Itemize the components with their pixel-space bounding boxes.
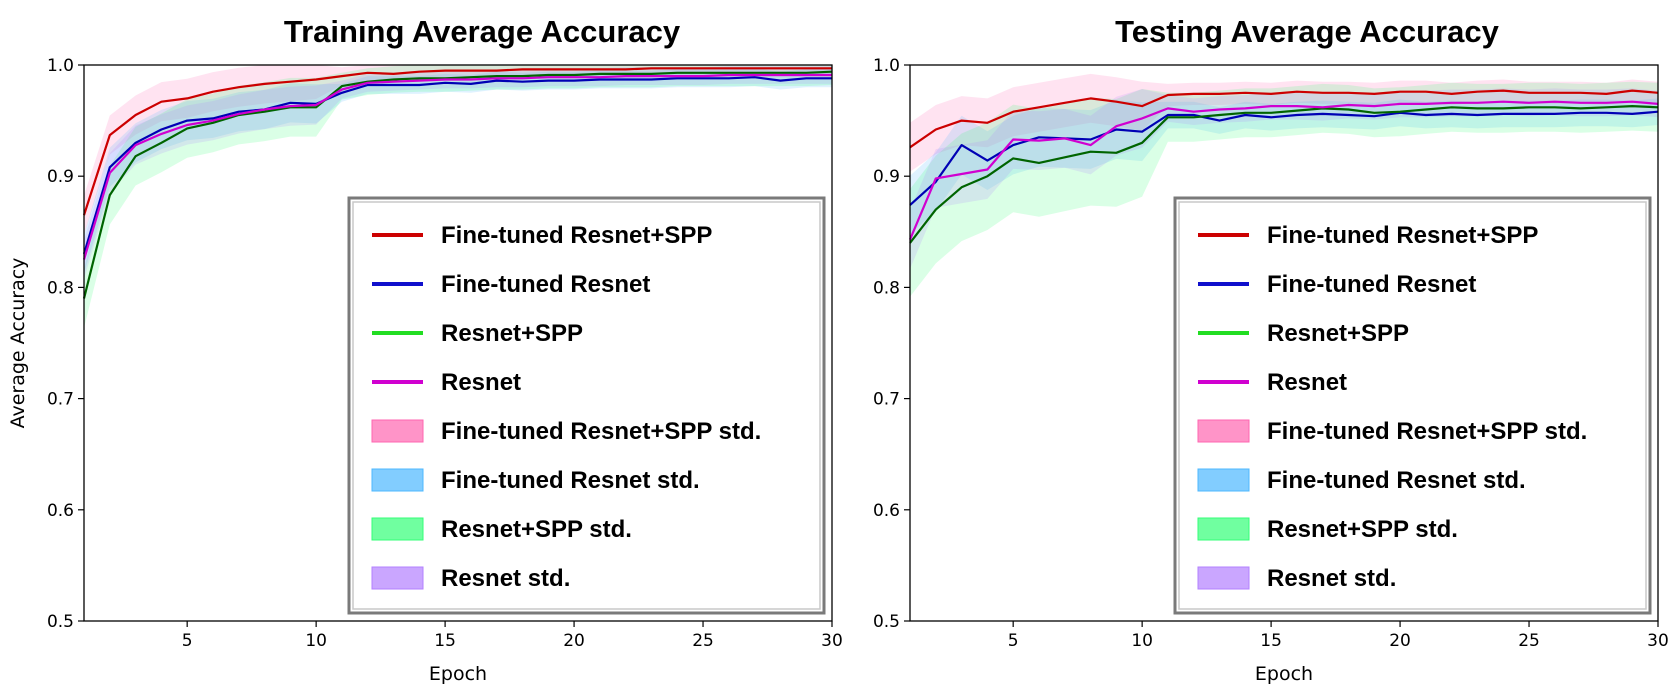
std-band-3 [84, 66, 832, 280]
y-tick-label: 0.5 [47, 612, 74, 632]
legend: Fine-tuned Resnet+SPP Fine-tuned Resnet Re… [1173, 196, 1652, 615]
axis-ticks: 5 10 15 20 25 30 0.5 0.6 0.7 0.8 0.9 1.0 [47, 56, 843, 651]
chart-title: Training Average Accuracy [284, 14, 681, 49]
y-tick-label: 0.8 [47, 278, 74, 298]
legend-label: Fine-tuned Resnet+SPP [441, 222, 712, 249]
legend-label: Resnet std. [1267, 565, 1396, 592]
legend-label: Fine-tuned Resnet std. [441, 467, 700, 494]
y-axis-label: Average Accuracy [7, 258, 29, 429]
series-line-3 [908, 100, 1659, 241]
x-tick-label: 25 [1518, 631, 1540, 651]
series-line-1 [909, 110, 1659, 206]
chart-title: Testing Average Accuracy [1115, 14, 1499, 49]
series-line-2 [909, 104, 1659, 244]
testing-chart: Testing Average Accuracy 5 10 15 20 25 30 0.5 0… [873, 14, 1669, 685]
y-tick-label: 0.7 [873, 390, 900, 410]
legend-label: Fine-tuned Resnet [441, 271, 650, 298]
series-line-2 [82, 70, 833, 299]
x-tick-label: 30 [1647, 631, 1669, 651]
y-tick-label: 0.6 [47, 501, 74, 521]
x-tick-label: 20 [1389, 631, 1411, 651]
std-band-3 [910, 88, 1658, 269]
x-tick-label: 15 [434, 631, 456, 651]
x-tick-label: 10 [1131, 631, 1153, 651]
legend-label: Fine-tuned Resnet+SPP [1267, 222, 1538, 249]
y-tick-label: 0.7 [47, 390, 74, 410]
legend-patch-swatch [371, 468, 424, 492]
y-tick-label: 0.6 [873, 501, 900, 521]
legend-box [347, 196, 826, 615]
legend-label: Resnet+SPP std. [441, 516, 632, 543]
legend-patch-swatch [371, 566, 424, 590]
std-bands [84, 65, 832, 328]
series-lines [82, 67, 833, 299]
legend-patch-swatch [1197, 468, 1250, 492]
legend-label: Fine-tuned Resnet [1267, 271, 1476, 298]
y-tick-label: 1.0 [873, 56, 900, 76]
series-line-3 [82, 73, 832, 260]
legend-patch-swatch [371, 419, 424, 443]
legend-patch-swatch [1197, 566, 1250, 590]
legend-patch-swatch [1197, 517, 1250, 541]
legend: Fine-tuned Resnet+SPP Fine-tuned Resnet Re… [347, 196, 826, 615]
legend-label: Fine-tuned Resnet+SPP std. [1267, 418, 1587, 445]
legend-box [1173, 196, 1652, 615]
legend-patch-swatch [1197, 419, 1250, 443]
legend-label: Fine-tuned Resnet+SPP std. [441, 418, 761, 445]
series-lines [908, 89, 1659, 244]
plot-frame [83, 64, 833, 622]
series-line-1 [82, 76, 832, 255]
y-tick-label: 0.9 [47, 167, 74, 187]
std-band-1 [910, 98, 1658, 235]
x-axis-label: Epoch [429, 663, 487, 685]
legend-label: Fine-tuned Resnet std. [1267, 467, 1526, 494]
std-band-2 [84, 65, 832, 328]
y-tick-label: 0.9 [873, 167, 900, 187]
training-chart: Training Average Accuracy 5 10 15 20 25 30 0.5… [7, 14, 843, 685]
legend-label: Resnet+SPP [441, 320, 583, 347]
x-tick-label: 5 [182, 631, 193, 651]
series-line-0 [82, 67, 832, 216]
x-tick-label: 20 [563, 631, 585, 651]
std-band-2 [910, 81, 1658, 297]
legend-label: Resnet+SPP [1267, 320, 1409, 347]
y-tick-label: 0.5 [873, 612, 900, 632]
y-tick-label: 0.8 [873, 278, 900, 298]
legend-inner-border [352, 201, 821, 610]
axis-ticks: 5 10 15 20 25 30 0.5 0.6 0.7 0.8 0.9 1.0 [873, 56, 1669, 651]
x-tick-label: 5 [1008, 631, 1019, 651]
legend-label: Resnet [441, 369, 521, 396]
x-tick-label: 15 [1260, 631, 1282, 651]
legend-patch-swatch [371, 517, 424, 541]
legend-label: Resnet+SPP std. [1267, 516, 1458, 543]
legend-label: Resnet std. [441, 565, 570, 592]
x-axis-label: Epoch [1255, 663, 1313, 685]
x-tick-label: 30 [821, 631, 843, 651]
plot-frame [909, 64, 1659, 622]
series-line-0 [909, 89, 1659, 149]
y-tick-label: 1.0 [47, 56, 74, 76]
std-band-1 [84, 68, 832, 274]
x-tick-label: 25 [692, 631, 714, 651]
legend-label: Resnet [1267, 369, 1347, 396]
legend-inner-border [1178, 201, 1647, 610]
x-tick-label: 10 [305, 631, 327, 651]
